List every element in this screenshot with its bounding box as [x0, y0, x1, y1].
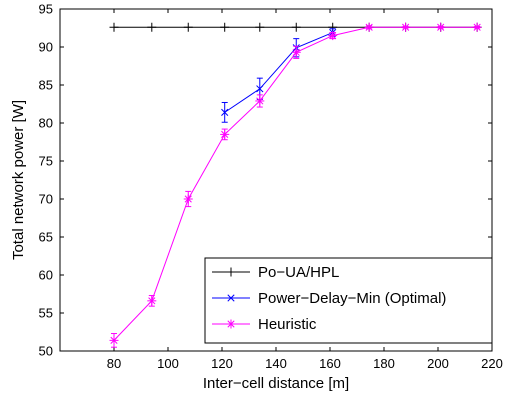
- data-point: [255, 96, 265, 106]
- x-tick-label: 80: [107, 356, 121, 371]
- legend-marker: [226, 267, 236, 277]
- data-point: [220, 129, 230, 139]
- y-tick-label: 70: [39, 192, 53, 207]
- x-tick-label: 160: [319, 356, 341, 371]
- series-3: [109, 22, 482, 348]
- data-point: [328, 31, 338, 41]
- x-tick-label: 180: [373, 356, 395, 371]
- legend-entry: Heuristic: [212, 316, 317, 333]
- legend-label: Heuristic: [258, 316, 317, 333]
- y-tick-label: 95: [39, 2, 53, 17]
- y-axis-title: Total network power [W]: [10, 100, 27, 260]
- series-line: [224, 32, 333, 113]
- y-tick-label: 60: [39, 268, 53, 283]
- legend: Po−UA/HPL Power−Delay−Min (Optimal) Heuris…: [204, 257, 493, 344]
- data-point: [109, 335, 119, 345]
- y-tick-label: 75: [39, 154, 53, 169]
- data-point: [364, 22, 374, 32]
- y-tick-label: 55: [39, 306, 53, 321]
- data-point: [147, 296, 157, 306]
- x-tick-label: 100: [157, 356, 179, 371]
- x-tick-label: 200: [427, 356, 449, 371]
- series-layer: [109, 22, 482, 348]
- data-point: [221, 108, 229, 116]
- data-point: [183, 22, 193, 32]
- axis-ticks: 80 100 120 140 160 180 200 220 50 55 60 65 70 75 80 85 9…: [39, 2, 503, 372]
- data-point: [256, 85, 264, 93]
- data-point: [147, 22, 157, 32]
- data-point: [291, 22, 301, 32]
- y-tick-label: 85: [39, 78, 53, 93]
- data-point: [109, 22, 119, 32]
- legend-entry: Power−Delay−Min (Optimal): [212, 290, 446, 307]
- y-tick-label: 90: [39, 40, 53, 55]
- data-point: [291, 47, 301, 57]
- legend-box: [204, 257, 493, 344]
- legend-label: Power−Delay−Min (Optimal): [258, 290, 446, 307]
- data-point: [220, 22, 230, 32]
- x-tick-label: 220: [481, 356, 503, 371]
- legend-marker: [226, 319, 236, 329]
- x-axis-title: Inter−cell distance [m]: [203, 375, 349, 392]
- data-point: [255, 22, 265, 32]
- x-tick-label: 120: [211, 356, 233, 371]
- y-tick-label: 80: [39, 116, 53, 131]
- x-tick-label: 140: [265, 356, 287, 371]
- data-point: [436, 22, 446, 32]
- legend-label: Po−UA/HPL: [258, 264, 339, 281]
- legend-entry: Po−UA/HPL: [212, 264, 339, 281]
- data-point: [472, 22, 482, 32]
- legend-marker: [227, 294, 235, 302]
- y-tick-label: 50: [39, 344, 53, 359]
- data-point: [401, 22, 411, 32]
- data-point: [183, 194, 193, 204]
- y-tick-label: 65: [39, 230, 53, 245]
